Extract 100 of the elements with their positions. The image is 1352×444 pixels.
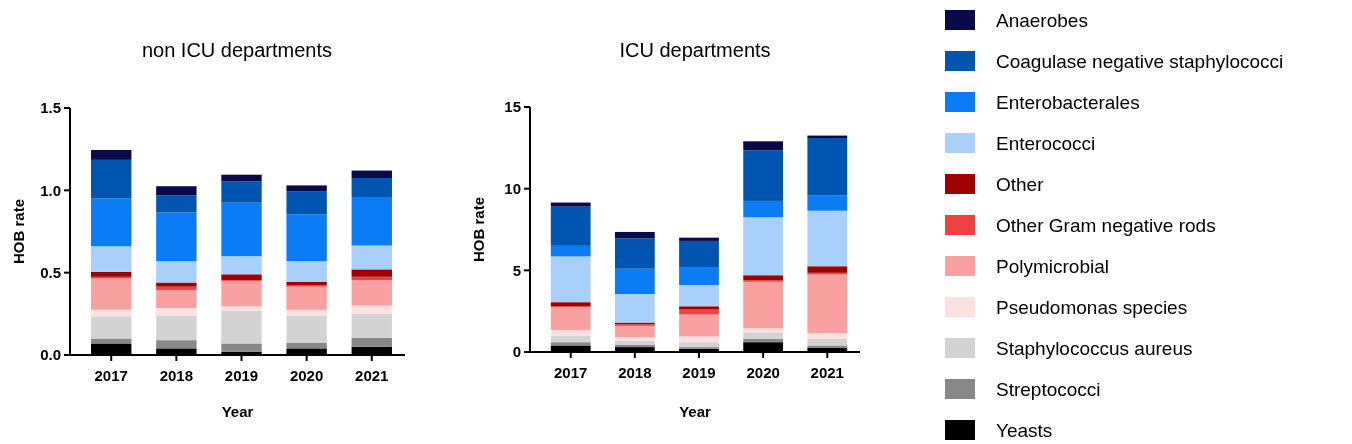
- bar: [550, 329, 591, 336]
- y-tick-label: 1.0: [40, 181, 61, 199]
- bar: [614, 325, 655, 338]
- x-tick-label: 2021: [810, 364, 844, 381]
- x-tick-label: 2020: [746, 364, 780, 381]
- bar: [91, 159, 132, 199]
- bar: [286, 315, 327, 343]
- legend-label: Staphylococcus aureus: [996, 337, 1193, 359]
- legend-label: Coagulase negative staphylococci: [996, 50, 1284, 72]
- bar: [614, 294, 655, 323]
- bar: [679, 267, 719, 286]
- bar: [679, 336, 719, 343]
- bar: [351, 305, 392, 314]
- bar: [91, 149, 132, 160]
- x-tick-label: 2019: [682, 364, 716, 381]
- legend-label: Streptococci: [996, 378, 1101, 400]
- bar: [221, 274, 262, 281]
- bar: [156, 282, 197, 287]
- bar: [91, 198, 132, 247]
- legend-label: Polymicrobial: [996, 255, 1109, 277]
- bar: [614, 231, 655, 239]
- y-tick-label: 0: [512, 343, 521, 361]
- y-axis-title: HOB rate: [470, 196, 487, 263]
- bar: [91, 246, 132, 272]
- bar: [550, 256, 591, 303]
- bar: [221, 343, 262, 352]
- bar: [286, 185, 327, 192]
- bar: [550, 245, 591, 257]
- bar: [679, 342, 719, 348]
- bar: [807, 195, 848, 211]
- x-tick-label: 2018: [159, 367, 194, 384]
- x-tick-label: 2019: [224, 367, 259, 384]
- bar: [221, 174, 262, 182]
- x-tick-label: 2018: [618, 364, 652, 381]
- bar: [91, 278, 132, 310]
- bar: [807, 138, 848, 196]
- bar: [807, 345, 848, 348]
- bar: [614, 340, 655, 345]
- bar: [156, 212, 197, 262]
- bar: [807, 210, 848, 267]
- bar: [221, 256, 262, 275]
- y-tick-label: 15: [504, 98, 521, 116]
- bar: [351, 337, 392, 347]
- bar: [743, 328, 784, 333]
- bar: [351, 245, 392, 270]
- legend-label: Yeasts: [996, 419, 1053, 441]
- bar: [679, 240, 719, 268]
- x-axis-title: Year: [221, 403, 254, 420]
- bar: [156, 195, 197, 213]
- bar: [351, 170, 392, 178]
- bar: [807, 266, 848, 273]
- y-tick-label: 0.5: [40, 263, 61, 281]
- bar: [221, 202, 262, 257]
- bar: [614, 337, 655, 341]
- bar: [807, 274, 848, 334]
- bar: [807, 338, 848, 346]
- bar: [550, 342, 591, 346]
- bar: [156, 308, 197, 316]
- bar: [550, 206, 591, 246]
- bar: [351, 276, 392, 281]
- bar: [221, 310, 262, 344]
- bar: [286, 214, 327, 262]
- legend-label: Enterobacterales: [996, 91, 1140, 113]
- legend-label: Anaerobes: [996, 9, 1088, 31]
- bar: [550, 202, 591, 207]
- bar: [156, 261, 197, 283]
- bar: [91, 309, 132, 317]
- legend-label: Other: [996, 173, 1045, 195]
- y-axis-title: HOB rate: [10, 198, 27, 265]
- chart-title: non ICU departments: [141, 39, 333, 61]
- y-tick-label: 10: [504, 179, 521, 197]
- y-tick-label: 5: [512, 261, 521, 279]
- legend-label: Enterococci: [996, 132, 1096, 154]
- bar: [286, 191, 327, 215]
- y-tick-label: 0.0: [40, 346, 61, 364]
- bar: [351, 280, 392, 306]
- bar: [679, 237, 719, 241]
- legend-label: Pseudomonas species: [996, 296, 1188, 318]
- bar: [351, 313, 392, 338]
- bar: [743, 141, 784, 151]
- bar: [351, 177, 392, 198]
- bar: [550, 335, 591, 343]
- bar: [156, 186, 197, 196]
- bar: [156, 286, 197, 290]
- bar: [614, 268, 655, 295]
- bar: [221, 306, 262, 311]
- bar: [743, 332, 784, 339]
- bar: [221, 181, 262, 203]
- bar: [91, 271, 132, 277]
- bar: [286, 286, 327, 310]
- bar: [351, 269, 392, 277]
- legend-label: Other Gram negative rods: [996, 214, 1216, 236]
- x-tick-label: 2017: [94, 367, 128, 384]
- x-axis-title: Year: [679, 403, 712, 420]
- x-tick-label: 2021: [355, 367, 389, 384]
- bar: [91, 316, 132, 339]
- bar: [679, 306, 719, 310]
- y-tick-label: 1.5: [40, 99, 61, 117]
- bar: [156, 315, 197, 341]
- bar: [743, 150, 784, 201]
